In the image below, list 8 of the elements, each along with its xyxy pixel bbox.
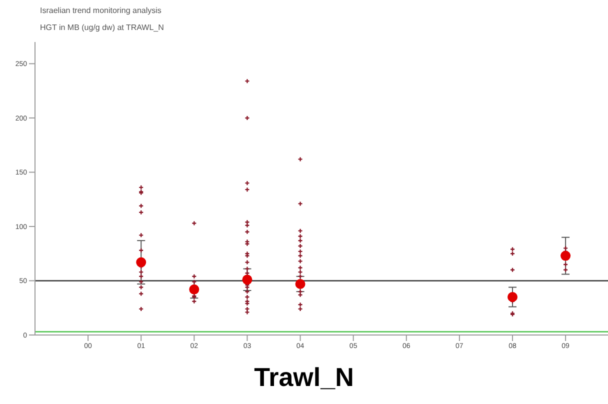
point (242, 274, 252, 285)
point (189, 284, 200, 294)
text: Trawl_N (253, 362, 355, 393)
point (508, 292, 518, 302)
point (560, 250, 571, 261)
point (295, 278, 306, 289)
point (136, 257, 146, 268)
chart-subtitle: Israelian trend monitoring analysis HGT in MB (ug/g dw) at TRAWL_N (40, 5, 164, 34)
